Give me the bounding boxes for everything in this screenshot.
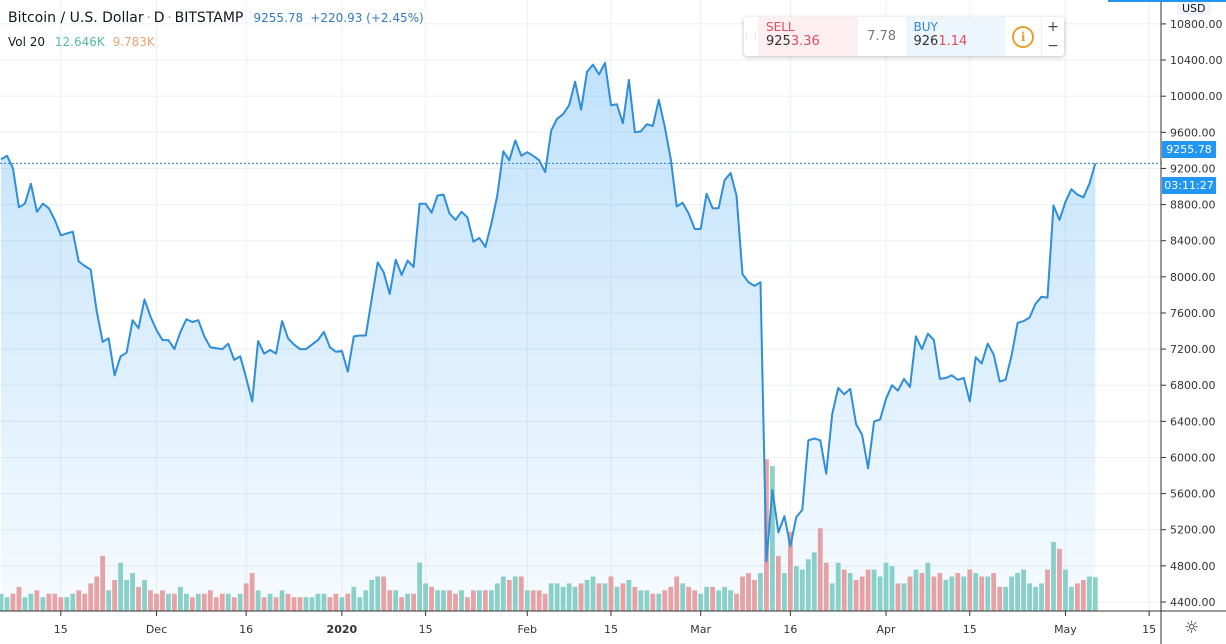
volume-legend: Vol 20 12.646K 9.783K <box>8 35 155 49</box>
time-tick-label: Mar <box>690 623 711 636</box>
exchange: BITSTAMP <box>174 10 244 26</box>
sell-price-tail: 3.36 <box>790 34 820 49</box>
price-tick-label: 8000.00 <box>1170 271 1216 284</box>
trading-panel: ⋮⋮ SELL 9253.36 7.78 BUY 9261.14 i + − <box>742 17 1064 56</box>
price-tick-label: 9600.00 <box>1170 126 1216 139</box>
price-tick-label: 4400.00 <box>1170 596 1216 609</box>
price-tick-label: 8800.00 <box>1170 199 1216 212</box>
price-tick-label: 8400.00 <box>1170 235 1216 248</box>
price-tick-label: 10800.00 <box>1170 18 1223 31</box>
price-tick-label: 6000.00 <box>1170 451 1216 464</box>
price-tick-label: 6400.00 <box>1170 415 1216 428</box>
price-line <box>0 61 1097 563</box>
time-tick-label: 15 <box>419 623 433 636</box>
plus-button[interactable]: + <box>1047 18 1059 35</box>
price-tick-label: 7600.00 <box>1170 307 1216 320</box>
buy-price-main: 926 <box>913 34 939 49</box>
last-price-tag: 9255.78 <box>1162 141 1216 158</box>
time-axis[interactable]: 15 Dec 16 2020 15 Feb 15 Mar 16 Apr 15 May 15 <box>54 611 1156 636</box>
price-change: +220.93 (+2.45%) <box>310 11 424 25</box>
price-tick-label: 7200.00 <box>1170 343 1216 356</box>
buy-price-tail: 1.14 <box>938 34 968 49</box>
info-icon: i <box>1012 25 1035 48</box>
price-tick-label: 9200.00 <box>1170 162 1216 175</box>
symbol-name[interactable]: Bitcoin / U.S. Dollar <box>8 10 144 26</box>
time-tick-label: May <box>1054 623 1077 636</box>
sell-label: SELL <box>766 20 795 34</box>
time-tick-label: 16 <box>783 623 797 636</box>
price-tick-label: 4800.00 <box>1170 560 1216 573</box>
spread-value: 7.78 <box>867 29 897 44</box>
sell-button[interactable]: SELL 9253.36 <box>758 17 858 56</box>
settings-gear-icon[interactable]: ☼ <box>1184 618 1200 638</box>
buy-label: BUY <box>913 20 938 34</box>
price-tick-label: 10000.00 <box>1170 90 1223 103</box>
price-tick-label: 10400.00 <box>1170 54 1223 67</box>
price-axis[interactable]: 4400.00 4800.00 5200.00 5600.00 6000.00 6400.… <box>1161 18 1223 609</box>
time-tick-label: 15 <box>1142 623 1156 636</box>
interval: D <box>153 10 165 26</box>
symbol-legend: Bitcoin / U.S. Dollar · D · BITSTAMP 9255.78… <box>8 10 424 26</box>
price-tick-label: 5200.00 <box>1170 524 1216 537</box>
time-tick-label: Dec <box>146 623 167 636</box>
bar-countdown: 03:11:27 <box>1162 177 1216 194</box>
toolbar-edge <box>1108 0 1226 2</box>
sell-price-main: 925 <box>766 34 791 49</box>
price-tick-label: 5600.00 <box>1170 488 1216 501</box>
time-tick-label: 15 <box>963 623 977 636</box>
volume-bar <box>1092 577 1098 611</box>
volume-current-value: 9.783K <box>112 35 155 49</box>
volume-ma-value: 12.646K <box>54 35 105 49</box>
time-tick-label: Apr <box>877 623 897 636</box>
time-tick-label: 15 <box>604 623 618 636</box>
price-area-fill <box>1 62 1096 612</box>
volume-label[interactable]: Vol 20 <box>8 35 46 49</box>
minus-button[interactable]: − <box>1047 38 1059 55</box>
currency-label[interactable]: USD <box>1177 2 1211 15</box>
time-tick-label: 15 <box>54 623 68 636</box>
buy-button[interactable]: BUY 9261.14 <box>905 17 1006 56</box>
time-tick-label: 2020 <box>327 623 358 636</box>
drag-handle-icon[interactable]: ⋮⋮ <box>742 31 760 42</box>
last-price: 9255.78 <box>253 11 304 25</box>
info-button[interactable]: i <box>1005 17 1041 56</box>
price-tick-label: 6800.00 <box>1170 379 1216 392</box>
time-tick-label: Feb <box>517 623 536 636</box>
time-tick-label: 16 <box>239 623 253 636</box>
